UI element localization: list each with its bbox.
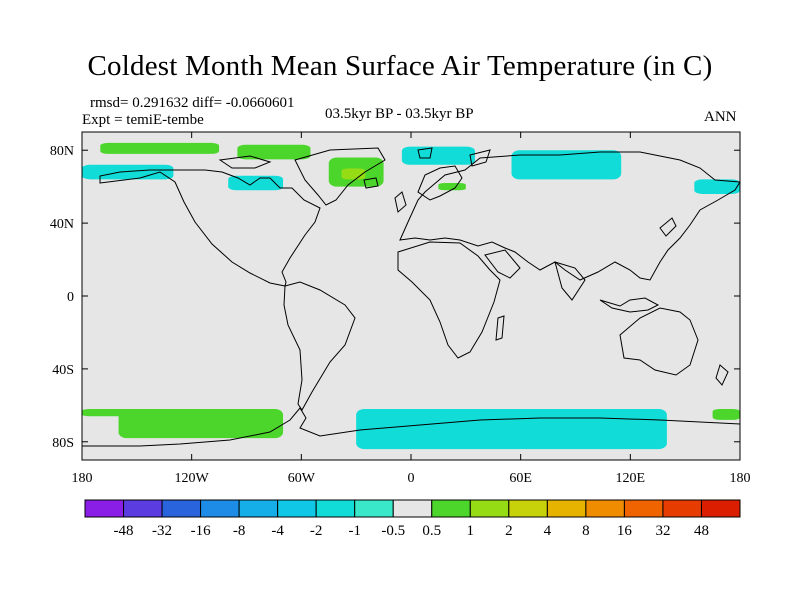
colorbar-label: -32 xyxy=(152,523,172,539)
coastlines xyxy=(82,147,740,447)
colorbar-swatch xyxy=(354,499,394,518)
colorbar-label: -0.5 xyxy=(381,523,405,539)
x-tick-label: 120W xyxy=(175,471,210,486)
coast-japan xyxy=(659,217,677,237)
region-barents-kara xyxy=(401,146,475,165)
colorbar-swatch xyxy=(200,499,240,518)
colorbar-swatch xyxy=(623,499,664,518)
colorbar-label: 2 xyxy=(505,523,513,539)
colorbar-swatch xyxy=(161,499,202,518)
x-axis-ticks: 180 120W 60W 0 60E 120E 180 xyxy=(72,132,751,486)
coast-arctic-islands xyxy=(218,155,272,169)
colorbar-swatch xyxy=(546,499,587,518)
y-tick-label: 0 xyxy=(67,290,74,305)
region-west-antarctica xyxy=(118,408,284,439)
colorbar-swatch xyxy=(315,499,356,518)
x-tick-label: 0 xyxy=(408,471,415,486)
region-kamchatka xyxy=(694,179,740,194)
colorbar-swatch xyxy=(277,499,317,518)
region-southern-ocean-east xyxy=(712,408,740,420)
y-tick-label: 80S xyxy=(52,436,74,451)
colorbar-label: 16 xyxy=(617,523,633,539)
colorbar-swatch xyxy=(585,499,625,518)
coast-north-america xyxy=(99,169,321,287)
coast-antarctica xyxy=(82,407,740,447)
colorbar-swatch xyxy=(123,499,163,518)
colorbar-label: -16 xyxy=(191,523,211,539)
colorbar-label: 4 xyxy=(544,523,552,539)
x-tick-label: 120E xyxy=(616,471,646,486)
colorbar-swatch xyxy=(392,499,433,518)
period-label: 03.5kyr BP - 03.5kyr BP xyxy=(325,106,474,122)
coast-australia xyxy=(619,307,699,376)
colorbar-swatch xyxy=(662,499,702,518)
coast-india xyxy=(554,261,586,301)
coast-madagascar xyxy=(495,315,505,341)
x-tick-label: 60W xyxy=(288,471,316,486)
coast-iceland xyxy=(363,177,379,189)
y-axis-ticks: 80N 40N 0 40S 80S xyxy=(50,144,740,451)
x-tick-label: 180 xyxy=(72,471,93,486)
region-canadian-arctic xyxy=(237,144,311,160)
colorbar-swatch xyxy=(238,499,279,518)
colorbar-label: 32 xyxy=(655,523,670,539)
stats-text: rmsd= 0.291632 diff= -0.0660601 xyxy=(90,95,295,111)
coast-south-america xyxy=(283,281,356,411)
coast-scandinavia xyxy=(417,165,463,201)
y-tick-label: 40S xyxy=(52,363,74,378)
experiment-text: Expt = temiE-tembe xyxy=(82,112,204,128)
coast-svalbard xyxy=(417,147,433,159)
colorbar-label: 48 xyxy=(694,523,709,539)
colorbar-label: 8 xyxy=(582,523,590,539)
colorbar-swatch xyxy=(508,499,548,518)
coast-new-zealand xyxy=(715,364,729,386)
region-southern-ocean-west xyxy=(82,408,137,417)
x-tick-label: 60E xyxy=(509,471,532,486)
colorbar-label: -8 xyxy=(233,523,246,539)
y-tick-label: 80N xyxy=(50,144,74,159)
coast-novaya-zemlya xyxy=(469,149,491,167)
coast-greenland xyxy=(294,147,386,206)
season-label: ANN xyxy=(704,109,737,125)
coast-uk xyxy=(394,191,407,213)
region-laptev-sea xyxy=(511,150,622,180)
coast-indonesia xyxy=(599,297,660,313)
colorbar-label: -4 xyxy=(271,523,284,539)
colorbar-swatch xyxy=(469,499,510,518)
colorbar-swatch xyxy=(431,499,471,518)
colorbar-label: 1 xyxy=(467,523,475,539)
x-tick-label: 180 xyxy=(730,471,751,486)
colorbar: -48 -32 -16 -8 -4 -2 -1 -0.5 0.5 1 2 4 8 16 32 48 xyxy=(84,499,741,539)
region-beaufort-sea xyxy=(82,164,174,180)
colorbar-swatch xyxy=(84,499,125,518)
coast-africa xyxy=(397,241,501,359)
region-scandinavia xyxy=(438,183,466,191)
colorbar-label: -48 xyxy=(114,523,134,539)
coast-eurasia xyxy=(399,151,740,281)
colorbar-label: -2 xyxy=(310,523,323,539)
region-alaska-arctic xyxy=(100,142,220,154)
colorbar-swatch xyxy=(700,499,741,518)
y-tick-label: 40N xyxy=(50,217,74,232)
chart-title: Coldest Month Mean Surface Air Temperatu… xyxy=(87,50,713,82)
coast-arabia xyxy=(484,249,521,279)
map-background xyxy=(82,132,740,460)
region-hudson-bay xyxy=(228,175,284,191)
region-east-antarctica xyxy=(356,408,667,450)
colorbar-label: -1 xyxy=(348,523,361,539)
colorbar-label: 0.5 xyxy=(422,523,441,539)
